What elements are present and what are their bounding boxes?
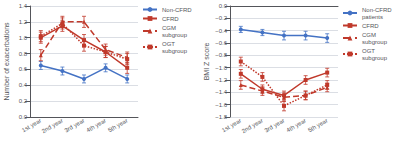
svg-text:−1.0: −1.0: [215, 65, 228, 71]
svg-text:2nd year: 2nd year: [241, 117, 264, 134]
svg-text:0.0: 0.0: [219, 3, 228, 9]
svg-text:4th year: 4th year: [285, 117, 307, 133]
svg-text:2nd year: 2nd year: [41, 117, 64, 134]
svg-text:CGM: CGM: [362, 32, 376, 38]
svg-text:Non-CFRD: Non-CFRD: [162, 7, 192, 13]
svg-text:Number of exacerbations: Number of exacerbations: [3, 22, 10, 101]
svg-text:subgroup: subgroup: [162, 32, 188, 38]
svg-text:−0.8: −0.8: [215, 52, 228, 58]
svg-text:OGT: OGT: [362, 48, 375, 54]
svg-text:−1.6: −1.6: [215, 102, 228, 108]
svg-text:−1.2: −1.2: [215, 77, 228, 83]
svg-text:5th year: 5th year: [307, 117, 329, 133]
svg-text:4th year: 4th year: [85, 117, 107, 133]
svg-text:3rd year: 3rd year: [63, 117, 85, 133]
svg-text:1.0: 1.0: [19, 35, 28, 41]
svg-text:CGM: CGM: [162, 25, 176, 31]
svg-text:CFRD: CFRD: [162, 16, 179, 22]
svg-text:subgroup: subgroup: [362, 55, 388, 61]
svg-text:−0.2: −0.2: [215, 15, 228, 21]
svg-text:subgroup: subgroup: [162, 48, 188, 54]
svg-text:1.4: 1.4: [19, 3, 28, 9]
svg-text:3rd year: 3rd year: [263, 117, 285, 133]
svg-text:subgroup: subgroup: [362, 39, 388, 45]
svg-text:−1.4: −1.4: [215, 89, 228, 95]
svg-text:BMI Z score: BMI Z score: [203, 43, 210, 81]
svg-text:1st year: 1st year: [221, 117, 242, 133]
svg-text:patients: patients: [362, 14, 383, 20]
svg-text:−1.8: −1.8: [215, 114, 228, 120]
svg-text:−0.4: −0.4: [215, 28, 228, 34]
svg-text:0.0: 0.0: [19, 114, 28, 120]
svg-text:1st year: 1st year: [21, 117, 42, 133]
svg-text:Non-CFRD: Non-CFRD: [362, 7, 392, 13]
svg-text:OGT: OGT: [162, 41, 175, 47]
svg-text:0.4: 0.4: [19, 82, 28, 88]
svg-text:0.6: 0.6: [19, 66, 28, 72]
svg-text:0.8: 0.8: [19, 51, 28, 57]
svg-text:−0.6: −0.6: [215, 40, 228, 46]
svg-text:CFRD: CFRD: [362, 23, 379, 29]
svg-text:1.2: 1.2: [19, 19, 28, 25]
svg-text:5th year: 5th year: [107, 117, 129, 133]
svg-text:0.2: 0.2: [19, 98, 28, 104]
